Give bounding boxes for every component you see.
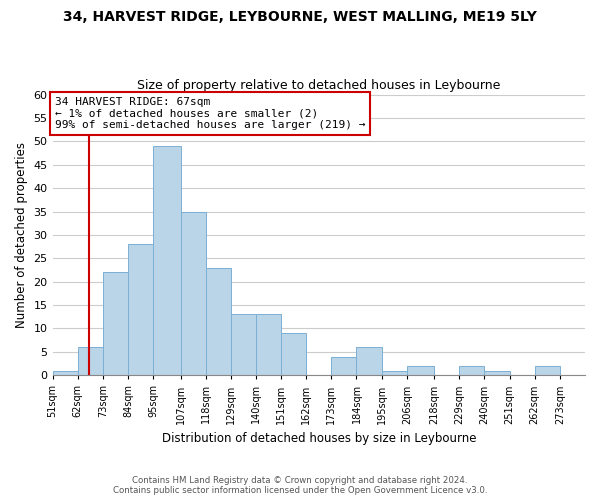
Bar — [153, 146, 181, 376]
Text: Contains HM Land Registry data © Crown copyright and database right 2024.
Contai: Contains HM Land Registry data © Crown c… — [113, 476, 487, 495]
Bar — [53, 370, 77, 376]
Bar — [181, 212, 206, 376]
Bar — [356, 347, 382, 376]
Text: 34 HARVEST RIDGE: 67sqm
← 1% of detached houses are smaller (2)
99% of semi-deta: 34 HARVEST RIDGE: 67sqm ← 1% of detached… — [55, 97, 365, 130]
Bar — [206, 268, 231, 376]
Bar — [77, 347, 103, 376]
Bar — [331, 356, 356, 376]
Bar — [382, 370, 407, 376]
Bar — [256, 314, 281, 376]
Bar — [460, 366, 484, 376]
X-axis label: Distribution of detached houses by size in Leybourne: Distribution of detached houses by size … — [161, 432, 476, 445]
Title: Size of property relative to detached houses in Leybourne: Size of property relative to detached ho… — [137, 79, 500, 92]
Bar — [231, 314, 256, 376]
Bar — [535, 366, 560, 376]
Bar — [103, 272, 128, 376]
Bar — [128, 244, 153, 376]
Text: 34, HARVEST RIDGE, LEYBOURNE, WEST MALLING, ME19 5LY: 34, HARVEST RIDGE, LEYBOURNE, WEST MALLI… — [63, 10, 537, 24]
Y-axis label: Number of detached properties: Number of detached properties — [15, 142, 28, 328]
Bar — [281, 333, 306, 376]
Bar — [484, 370, 509, 376]
Bar — [407, 366, 434, 376]
